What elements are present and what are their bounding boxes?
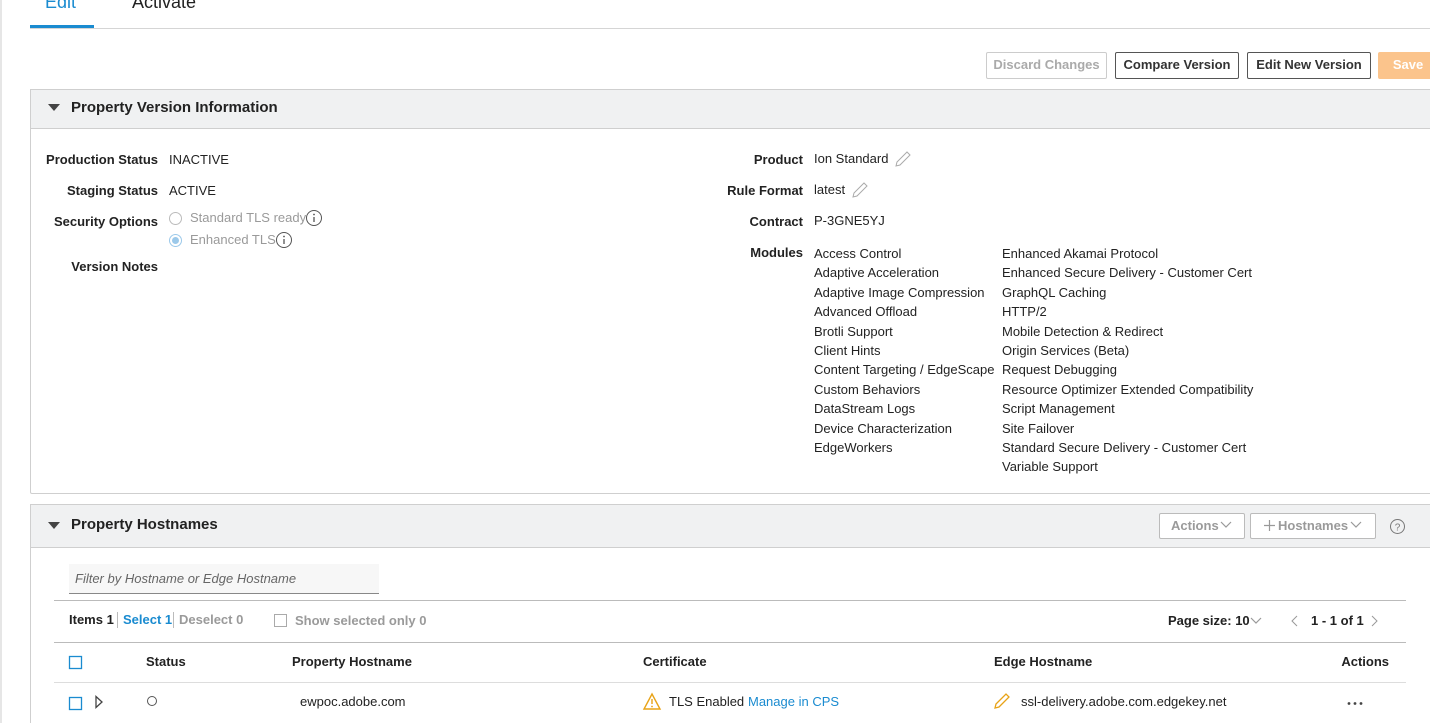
certificate-status: TLS Enabled: [669, 694, 745, 709]
edit-icon[interactable]: [994, 693, 1010, 709]
field-value: latest: [814, 182, 846, 197]
info-icon[interactable]: [306, 210, 322, 226]
module-name: Advanced Offload: [814, 304, 918, 320]
page-range: 1 - 1 of 1: [1311, 613, 1364, 628]
property-hostname: ewpoc.adobe.com: [300, 694, 406, 709]
module-name: Resource Optimizer Extended Compatibilit…: [1002, 381, 1254, 397]
field-label: Product: [753, 152, 803, 167]
module-name: Script Management: [1002, 401, 1115, 417]
module-name: Client Hints: [814, 343, 881, 358]
toolbar-button[interactable]: Discard Changes: [986, 52, 1107, 79]
module-name: Enhanced Secure Delivery - Customer Cert: [1002, 265, 1252, 281]
filter-placeholder[interactable]: Filter by Hostname or Edge Hostname: [75, 571, 297, 586]
field-value: INACTIVE: [169, 152, 229, 167]
module-name: Origin Services (Beta): [1002, 343, 1130, 358]
module-name: Site Failover: [1002, 420, 1075, 436]
toolbar-button[interactable]: Compare Version: [1115, 52, 1239, 79]
row-checkbox[interactable]: [68, 696, 83, 711]
column-header: Status: [146, 654, 186, 669]
select-link[interactable]: Select 1: [117, 612, 172, 628]
prev-page[interactable]: [1291, 615, 1298, 627]
warning-icon: [642, 692, 662, 710]
module-name: Variable Support: [1002, 459, 1098, 475]
column-header: Edge Hostname: [994, 654, 1093, 669]
divider: [54, 682, 1406, 683]
field-value: Ion Standard: [814, 151, 889, 166]
field-label: Production Status: [46, 152, 158, 167]
divider: [54, 600, 1406, 601]
toolbar-button[interactable]: Save: [1378, 52, 1430, 79]
next-page[interactable]: [1371, 615, 1378, 627]
help-icon[interactable]: ?: [1390, 519, 1405, 534]
checkbox[interactable]: [274, 614, 287, 627]
radio[interactable]: [169, 212, 182, 225]
version-panel-header: [30, 89, 1430, 129]
edit-icon[interactable]: [895, 151, 911, 167]
actions-dropdown: [1159, 513, 1245, 539]
edge-hostname: ssl-delivery.adobe.com.edgekey.net: [1021, 694, 1227, 709]
module-name: Device Characterization: [814, 420, 953, 436]
module-name: Access Control: [814, 246, 902, 261]
column-header: Property Hostname: [292, 654, 412, 669]
collapse-toggle[interactable]: [48, 522, 60, 530]
tab-activate[interactable]: Activate: [132, 0, 197, 12]
status-icon: [147, 696, 157, 706]
expand-row[interactable]: [95, 695, 103, 709]
select-all-checkbox[interactable]: [68, 655, 83, 670]
info-icon[interactable]: [276, 232, 292, 248]
module-name: Custom Behaviors: [814, 381, 921, 397]
tabs-divider: [30, 28, 1430, 29]
module-name: Adaptive Acceleration: [814, 265, 940, 281]
field-value: ACTIVE: [169, 183, 216, 198]
module-name: HTTP/2: [1002, 304, 1047, 320]
collapse-toggle[interactable]: [48, 104, 60, 112]
divider: [54, 642, 1406, 643]
tab-underline: [30, 25, 94, 28]
tab-edit[interactable]: Edit: [45, 0, 77, 12]
actions-dropdown-label[interactable]: Actions: [1171, 518, 1219, 533]
hostnames-dropdown-label[interactable]: Hostnames: [1278, 518, 1349, 533]
left-border: [0, 0, 2, 723]
field-label: Modules: [750, 245, 803, 260]
column-header: Certificate: [643, 654, 707, 669]
field-label: Rule Format: [727, 183, 803, 198]
svg-text:?: ?: [1395, 523, 1401, 534]
chevron[interactable]: [1250, 617, 1262, 624]
page-size[interactable]: Page size: 10: [1168, 613, 1250, 628]
deselect-link[interactable]: Deselect 0: [173, 612, 243, 628]
column-header: Actions: [1341, 654, 1389, 669]
module-name: Request Debugging: [1002, 362, 1117, 378]
field-label: Security Options: [53, 214, 158, 229]
toolbar-button[interactable]: Edit New Version: [1247, 52, 1371, 79]
module-name: GraphQL Caching: [1002, 284, 1107, 300]
module-name: Mobile Detection & Redirect: [1002, 323, 1164, 339]
chevron: [1220, 521, 1232, 528]
field-value: P-3GNE5YJ: [814, 213, 885, 228]
items-count: Items 1: [69, 612, 114, 627]
module-name: Enhanced Akamai Protocol: [1002, 246, 1159, 261]
row-actions[interactable]: [1347, 702, 1363, 705]
version-panel: [30, 89, 1430, 494]
module-name: Brotli Support: [814, 323, 893, 339]
plus-icon: [1264, 520, 1275, 531]
edit-icon[interactable]: [852, 182, 868, 198]
radio[interactable]: [169, 234, 182, 247]
show-selected-label: Show selected only 0: [295, 613, 427, 628]
certificate-link[interactable]: Manage in CPS: [748, 694, 840, 709]
module-name: Adaptive Image Compression: [814, 284, 985, 300]
field-label: Staging Status: [66, 183, 158, 198]
radio-label: Enhanced TLS: [190, 232, 276, 247]
field-label: Contract: [749, 214, 803, 229]
field-label: Version Notes: [71, 259, 158, 274]
module-name: EdgeWorkers: [814, 440, 893, 455]
module-name: Content Targeting / EdgeScape: [814, 362, 995, 378]
chevron: [1350, 521, 1362, 528]
module-name: Standard Secure Delivery - Customer Cert: [1002, 440, 1247, 455]
panel-title: Property Hostnames: [71, 516, 218, 533]
module-name: DataStream Logs: [814, 401, 916, 417]
radio-label: Standard TLS ready: [190, 210, 307, 225]
filter-input: [69, 564, 379, 594]
panel-title: Property Version Information: [71, 99, 278, 116]
